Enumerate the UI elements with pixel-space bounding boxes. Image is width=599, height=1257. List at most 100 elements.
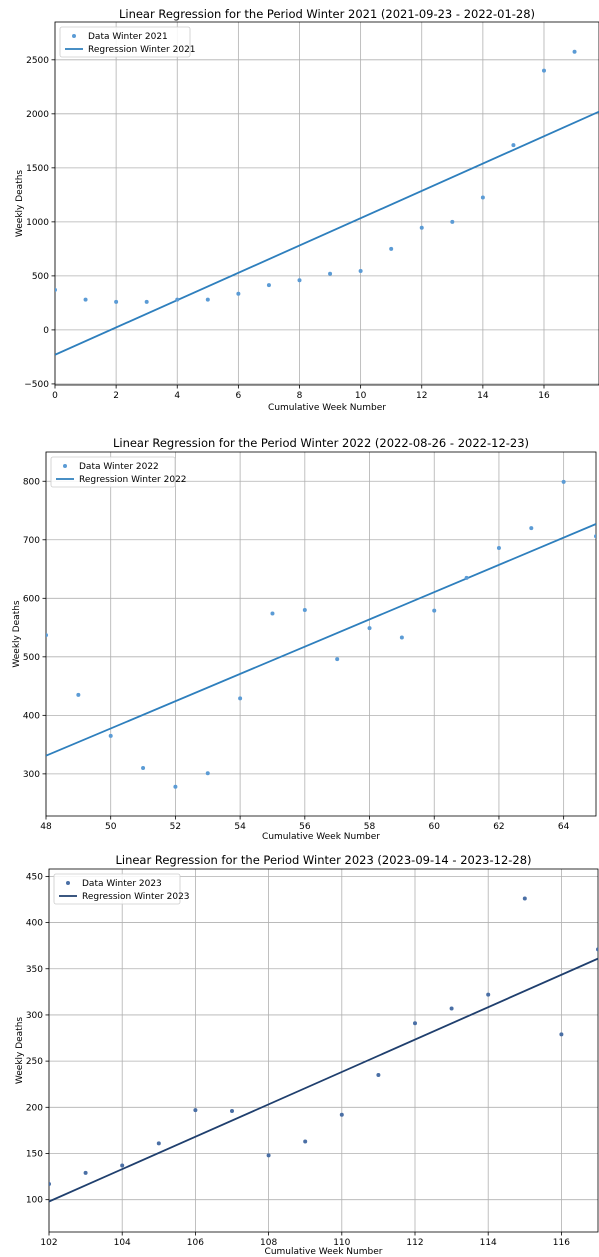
legend-box: [50, 456, 176, 488]
legend-label: Data Winter 2023: [82, 879, 162, 889]
x-tick-label: 106: [187, 1238, 204, 1248]
data-point: [572, 49, 577, 54]
legend-label: Data Winter 2021: [88, 32, 168, 42]
data-point: [270, 611, 275, 616]
data-point: [358, 269, 363, 274]
data-point: [561, 479, 566, 484]
x-tick-label: 116: [553, 1238, 570, 1248]
chart-2: 48 50 52 54 56 58 60 62 64 300 400 500 600 700 800 Line…: [12, 436, 597, 842]
data-point: [83, 297, 88, 302]
grid: [54, 22, 599, 385]
y-tick-label: 350: [26, 965, 43, 975]
legend-label: Regression Winter 2023: [82, 892, 190, 902]
data-point: [302, 608, 307, 613]
chart-title: Linear Regression for the Period Winter …: [115, 853, 531, 867]
data-point: [120, 1163, 125, 1168]
y-tick-label: −500: [24, 380, 49, 390]
legend-label: Data Winter 2022: [79, 462, 159, 472]
x-tick-label: 12: [416, 391, 427, 401]
data-point: [596, 947, 598, 952]
x-tick-label: 112: [406, 1238, 423, 1248]
data-point: [432, 608, 437, 613]
x-tick-label: 50: [105, 822, 117, 832]
data-point: [389, 246, 394, 251]
y-tick-label: 100: [26, 1196, 43, 1206]
x-tick-label: 14: [477, 391, 489, 401]
data-point: [367, 626, 372, 631]
data-point: [76, 692, 81, 697]
plot-area: [55, 49, 599, 356]
chart-title: Linear Regression for the Period Winter …: [113, 436, 529, 450]
plot-frame: [45, 451, 597, 817]
data-point: [108, 733, 113, 738]
x-tick-label: 48: [40, 822, 52, 832]
legend-marker: [72, 34, 76, 38]
data-point: [83, 1170, 88, 1175]
regression-line: [46, 523, 596, 757]
data-point: [419, 225, 424, 230]
data-point: [529, 526, 534, 531]
y-tick-label: 400: [23, 711, 40, 721]
y-tick-label: 2500: [26, 56, 49, 66]
x-tick-label: 2: [113, 391, 119, 401]
x-tick-label: 8: [297, 391, 303, 401]
y-axis-label: Weekly Deaths: [15, 1017, 25, 1085]
x-tick-label: 58: [364, 822, 376, 832]
data-point: [238, 696, 243, 701]
grid: [48, 869, 598, 1232]
regression-line: [49, 957, 598, 1203]
y-tick-label: 200: [26, 1103, 43, 1113]
data-point: [55, 287, 57, 292]
plot-area: [49, 896, 598, 1203]
legend: Data Winter 2023 Regression Winter 2023: [53, 873, 190, 905]
plot-frame: [54, 21, 599, 386]
legend: Data Winter 2022 Regression Winter 2022: [50, 456, 187, 488]
plot-frame: [48, 868, 599, 1233]
plot-area: [46, 479, 596, 789]
data-point: [339, 1112, 344, 1117]
x-tick-label: 4: [174, 391, 180, 401]
data-point: [541, 68, 546, 73]
x-tick-label: 0: [52, 391, 58, 401]
x-tick-label: 108: [260, 1238, 277, 1248]
y-tick-label: 300: [23, 770, 40, 780]
data-point: [522, 896, 527, 901]
x-axis-label: Cumulative Week Number: [262, 832, 380, 842]
legend-marker: [66, 881, 70, 885]
y-axis-label: Weekly Deaths: [12, 600, 22, 668]
data-point: [464, 575, 469, 580]
y-tick-label: 800: [23, 477, 40, 487]
y-tick-label: 500: [32, 272, 49, 282]
x-tick-label: 102: [40, 1238, 57, 1248]
x-tick-label: 110: [333, 1238, 350, 1248]
data-point: [399, 635, 404, 640]
y-tick-label: 1500: [26, 164, 49, 174]
x-tick-label: 114: [480, 1238, 497, 1248]
y-tick-label: 150: [26, 1149, 43, 1159]
data-point: [297, 278, 302, 283]
data-point: [559, 1032, 564, 1037]
data-point: [328, 271, 333, 276]
data-point: [173, 784, 178, 789]
legend-box: [59, 26, 191, 58]
data-point: [449, 1006, 454, 1011]
legend-marker: [63, 464, 67, 468]
y-tick-label: 1000: [26, 218, 49, 228]
y-axis-label: Weekly Deaths: [15, 170, 25, 238]
regression-line: [55, 110, 599, 356]
chart-title: Linear Regression for the Period Winter …: [119, 7, 535, 21]
data-point: [511, 143, 516, 148]
x-tick-label: 62: [493, 822, 504, 832]
y-tick-label: 0: [43, 326, 49, 336]
x-tick-label: 52: [170, 822, 181, 832]
x-tick-label: 54: [234, 822, 246, 832]
data-point: [156, 1141, 161, 1146]
x-axis-label: Cumulative Week Number: [265, 1247, 383, 1257]
data-point: [376, 1072, 381, 1077]
x-tick-label: 104: [114, 1238, 131, 1248]
legend-box: [53, 873, 181, 905]
data-point: [496, 545, 501, 550]
data-point: [303, 1139, 308, 1144]
y-tick-label: 500: [23, 653, 40, 663]
